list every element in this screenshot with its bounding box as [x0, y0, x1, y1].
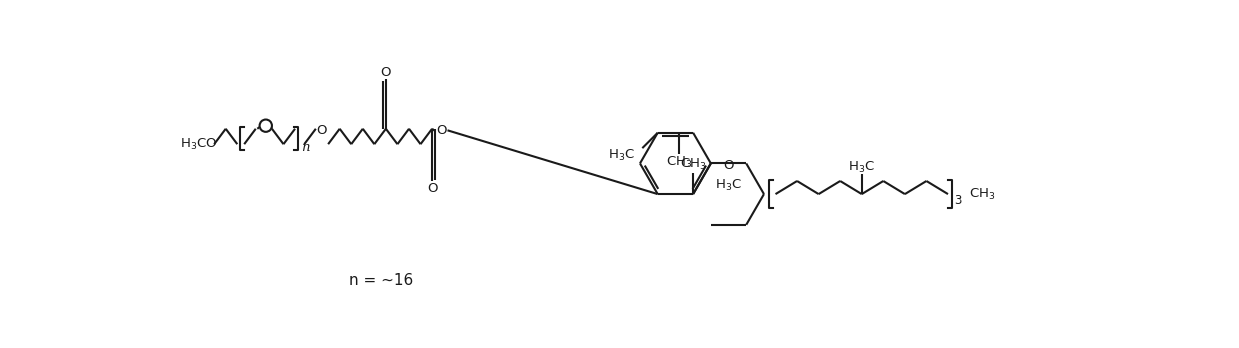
Text: 3: 3: [954, 194, 961, 207]
Text: CH$_3$: CH$_3$: [667, 155, 693, 169]
Text: H$_3$C: H$_3$C: [715, 177, 742, 192]
Circle shape: [260, 119, 271, 132]
Text: CH$_3$: CH$_3$: [969, 187, 995, 201]
Text: O: O: [724, 159, 733, 172]
Text: H$_3$C: H$_3$C: [607, 148, 634, 164]
Text: H$_3$CO: H$_3$CO: [180, 137, 217, 152]
Text: n: n: [301, 141, 310, 154]
Text: O: O: [427, 182, 437, 195]
Text: O: O: [436, 124, 446, 137]
Text: H$_3$C: H$_3$C: [849, 160, 875, 175]
Text: O: O: [317, 124, 327, 137]
Text: n = ~16: n = ~16: [349, 273, 414, 288]
Text: O: O: [380, 66, 392, 79]
Text: CH$_3$: CH$_3$: [680, 157, 706, 172]
